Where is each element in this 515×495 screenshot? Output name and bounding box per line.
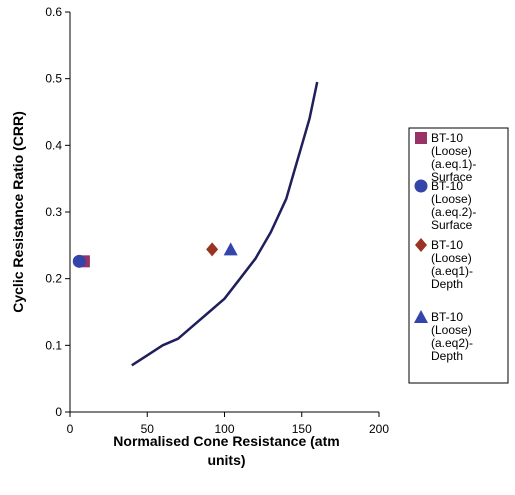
x-tick-label: 200 — [369, 422, 389, 436]
legend-marker-circle — [414, 179, 428, 193]
legend-entry-label: Surface — [431, 170, 473, 184]
y-tick-label: 0.6 — [45, 5, 62, 19]
legend-box — [408, 127, 509, 384]
x-tick-label: 50 — [141, 422, 155, 436]
legend-entry-label: Depth — [431, 349, 463, 363]
y-tick-label: 0 — [55, 405, 62, 419]
x-tick-label: 100 — [214, 422, 234, 436]
legend-entry-label: BT-10 — [431, 131, 463, 145]
crr-curve-layer — [131, 81, 319, 367]
legend-entry-label: (a.eq.1)- — [431, 157, 476, 171]
legend-entry-label: Surface — [431, 218, 473, 232]
y-tick-label: 0.5 — [45, 72, 62, 86]
legend-entry-label: (Loose) — [431, 192, 472, 206]
legend-entry-label: (a.eq1)- — [431, 264, 473, 278]
legend: BT-10(Loose)(a.eq.1)-SurfaceBT-10(Loose)… — [408, 127, 509, 384]
legend-entry-label: (a.eq2)- — [431, 336, 473, 350]
y-tick-label: 0.3 — [45, 205, 62, 219]
legend-entry-label: BT-10 — [431, 310, 463, 324]
x-axis-title: Normalised Cone Resistance (atm — [113, 433, 339, 449]
crr-curve-line — [131, 81, 319, 367]
legend-marker-square — [415, 132, 427, 144]
legend-marker-diamond — [415, 238, 427, 252]
axis-labels: Normalised Cone Resistance (atm units) Cyc… — [10, 111, 340, 468]
x-tick-label: 150 — [292, 422, 312, 436]
x-axis-title: units) — [207, 452, 245, 468]
legend-entry-label: (Loose) — [431, 144, 472, 158]
legend-entry-label: (Loose) — [431, 323, 472, 337]
legend-marker-triangle — [414, 310, 428, 323]
data-point-diamond — [206, 242, 219, 257]
data-point-circle — [72, 254, 86, 268]
y-tick-label: 0.4 — [45, 138, 62, 152]
legend-entry-label: (Loose) — [431, 251, 472, 265]
legend-entry-label: BT-10 — [431, 238, 463, 252]
legend-entry-label: BT-10 — [431, 179, 463, 193]
y-tick-label: 0.1 — [45, 338, 62, 352]
y-tick-label: 0.2 — [45, 272, 62, 286]
y-axis-title: Cyclic Resistance Ratio (CRR) — [10, 111, 26, 313]
axes: 0 0.1 0.2 0.3 0.4 0.5 0.6 0 50 100 150 200 — [45, 5, 389, 436]
data-points-layer — [72, 242, 238, 268]
legend-entry-label: Depth — [431, 277, 463, 291]
legend-entry-label: (a.eq.2)- — [431, 205, 476, 219]
x-tick-label: 0 — [67, 422, 74, 436]
data-point-triangle — [223, 242, 238, 256]
